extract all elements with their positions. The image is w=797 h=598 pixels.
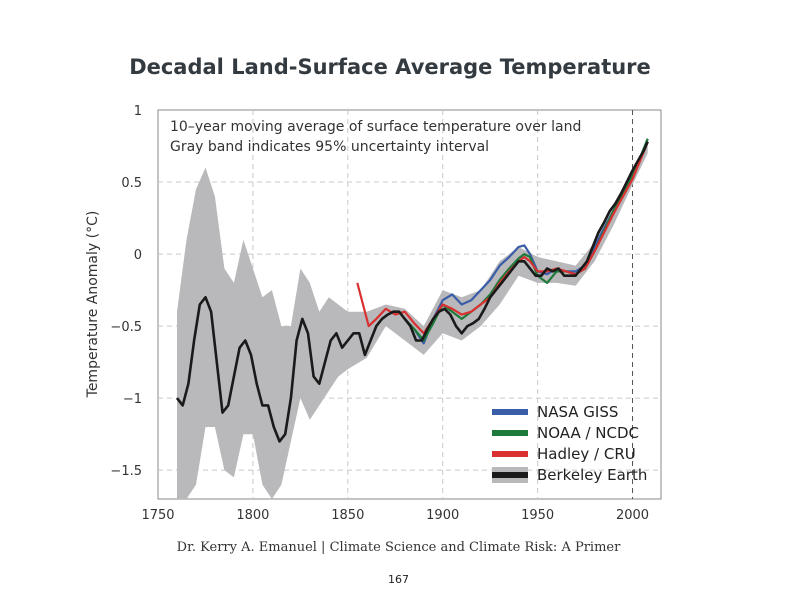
- series-line-3: [175, 141, 649, 443]
- chart: Decadal Land-Surface Average Temperature…: [85, 55, 662, 523]
- legend-swatch-3: [492, 472, 528, 478]
- legend-label-0: NASA GISS: [537, 403, 618, 421]
- legend-label-3: Berkeley Earth: [537, 466, 647, 484]
- x-tick-label-5: 2000: [616, 508, 649, 523]
- y-axis-label: Temperature Anomaly (°C): [85, 211, 101, 399]
- x-tick-label-1: 1800: [236, 508, 269, 523]
- legend-label-1: NOAA / NCDC: [537, 424, 639, 442]
- y-tick-label-5: −1.5: [110, 464, 142, 479]
- series-layer: [175, 138, 649, 443]
- legend: NASA GISS NOAA / NCDC Hadley / CRU Berkeley…: [492, 403, 647, 484]
- legend-swatch-1: [492, 430, 528, 436]
- legend-swatch-2: [492, 451, 528, 457]
- page-number: 167: [388, 573, 409, 586]
- x-tick-label-3: 1900: [426, 508, 459, 523]
- annotation-line-1: 10–year moving average of surface temper…: [170, 119, 581, 135]
- annotation-line-2: Gray band indicates 95% uncertainty inte…: [170, 139, 489, 155]
- x-tick-label-4: 1950: [521, 508, 554, 523]
- footer-citation: Dr. Kerry A. Emanuel | Climate Science a…: [176, 540, 621, 555]
- legend-swatch-0: [492, 409, 528, 415]
- legend-label-2: Hadley / CRU: [537, 445, 636, 463]
- uncertainty-band: [177, 138, 648, 500]
- y-tick-label-2: 0: [134, 248, 142, 263]
- y-tick-label-1: 0.5: [121, 176, 142, 191]
- y-tick-label-3: −0.5: [110, 320, 142, 335]
- chart-title: Decadal Land-Surface Average Temperature: [129, 55, 651, 79]
- y-tick-label-4: −1: [123, 392, 142, 407]
- x-tick-label-2: 1850: [331, 508, 364, 523]
- tick-labels: 1750 1800 1850 1900 1950 2000 1 0.5 0 −0.5 −1 −1.5: [110, 104, 649, 523]
- x-tick-label-0: 1750: [141, 508, 174, 523]
- y-tick-label-0: 1: [134, 104, 142, 119]
